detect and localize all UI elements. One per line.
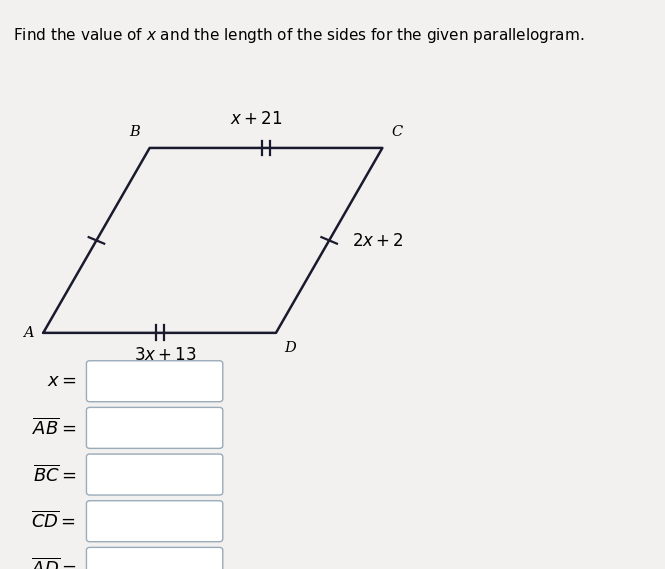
FancyBboxPatch shape <box>86 501 223 542</box>
Text: $\overline{AB} =$: $\overline{AB} =$ <box>32 418 76 438</box>
Text: A: A <box>23 326 33 340</box>
Text: D: D <box>285 341 297 356</box>
Text: $3x + 13$: $3x + 13$ <box>134 347 196 364</box>
FancyBboxPatch shape <box>86 547 223 569</box>
Text: $2x + 2$: $2x + 2$ <box>352 233 404 250</box>
Text: Find the value of $x$ and the length of the sides for the given parallelogram.: Find the value of $x$ and the length of … <box>13 26 585 44</box>
Text: $x =$: $x =$ <box>47 372 76 390</box>
Text: $x + 21$: $x + 21$ <box>230 111 282 128</box>
FancyBboxPatch shape <box>86 361 223 402</box>
Text: $\overline{BC} =$: $\overline{BC} =$ <box>33 464 76 485</box>
Text: $\overline{AD} =$: $\overline{AD} =$ <box>31 558 76 569</box>
Text: B: B <box>129 125 140 139</box>
FancyBboxPatch shape <box>86 407 223 448</box>
Text: $\overline{CD} =$: $\overline{CD} =$ <box>31 511 76 531</box>
Text: C: C <box>391 125 402 139</box>
FancyBboxPatch shape <box>86 454 223 495</box>
